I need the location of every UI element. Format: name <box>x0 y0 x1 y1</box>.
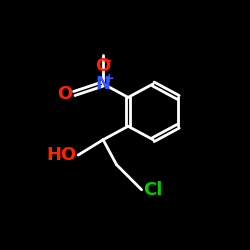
Text: Cl: Cl <box>143 181 163 199</box>
Text: +: + <box>104 72 115 85</box>
Text: HO: HO <box>46 146 76 164</box>
Text: O: O <box>58 84 73 102</box>
Text: −: − <box>102 54 113 67</box>
Text: N: N <box>96 75 110 93</box>
Text: O: O <box>96 56 111 74</box>
